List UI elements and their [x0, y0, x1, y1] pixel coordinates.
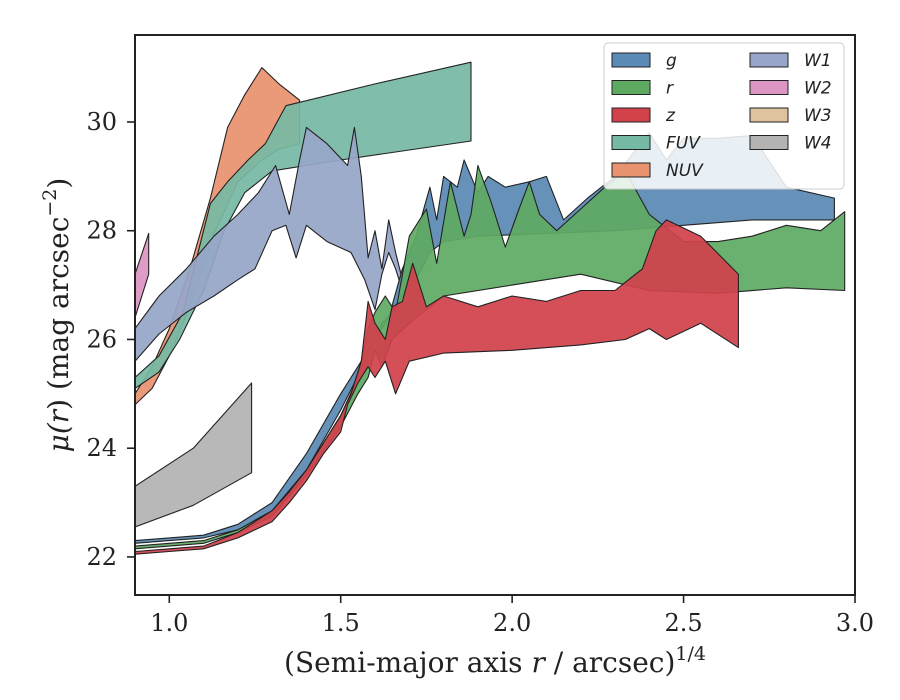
band-w1 [135, 126, 403, 362]
x-axis-label: (Semi-major axis r / arcsec)1/4 [284, 643, 706, 679]
legend-swatch-w3 [749, 107, 789, 123]
y-tick-label: 24 [86, 434, 117, 462]
legend-label-r: r [666, 79, 674, 99]
y-axis-label: μ(r) (mag arcsec−2) [39, 178, 75, 453]
y-tick-label: 28 [86, 217, 117, 245]
x-tick-label: 1.0 [150, 609, 188, 637]
legend-swatch-w1 [749, 52, 789, 68]
band-w2 [135, 232, 150, 319]
x-tick-label: 1.5 [322, 609, 360, 637]
legend-swatch-r [611, 80, 651, 95]
legend: grz FUV NUV W1 W2 W3 W4 [603, 42, 845, 190]
legend-label-nuv: NUV [666, 161, 704, 181]
legend-label-g: g [666, 51, 677, 71]
x-tick-label: 2.5 [664, 609, 702, 637]
legend-label-w3: W3 [804, 106, 832, 126]
band-w4 [135, 382, 253, 528]
legend-label-fuv: FUV [666, 134, 701, 154]
legend-swatch-nuv [611, 162, 651, 178]
legend-box [603, 42, 845, 190]
legend-label-w1: W1 [804, 51, 832, 71]
legend-label-w2: W2 [804, 79, 832, 99]
y-axis-ticks: 22 24 26 28 30 [86, 108, 135, 571]
legend-label-w4: W4 [804, 134, 832, 154]
x-axis-ticks: 1.0 1.5 2.0 2.5 3.0 [150, 595, 874, 637]
legend-swatch-z [611, 107, 651, 123]
y-tick-label: 22 [86, 543, 117, 571]
band-z [135, 219, 739, 555]
legend-swatch-w2 [749, 80, 789, 95]
y-tick-label: 30 [86, 108, 117, 136]
legend-swatch-fuv [611, 135, 651, 150]
x-tick-label: 2.0 [493, 609, 531, 637]
legend-label-z: z [665, 106, 676, 126]
y-tick-label: 26 [86, 325, 117, 353]
legend-swatch-g [611, 52, 651, 68]
x-tick-label: 3.0 [836, 609, 874, 637]
plot-frame [134, 34, 856, 596]
legend-swatch-w4 [749, 135, 789, 150]
